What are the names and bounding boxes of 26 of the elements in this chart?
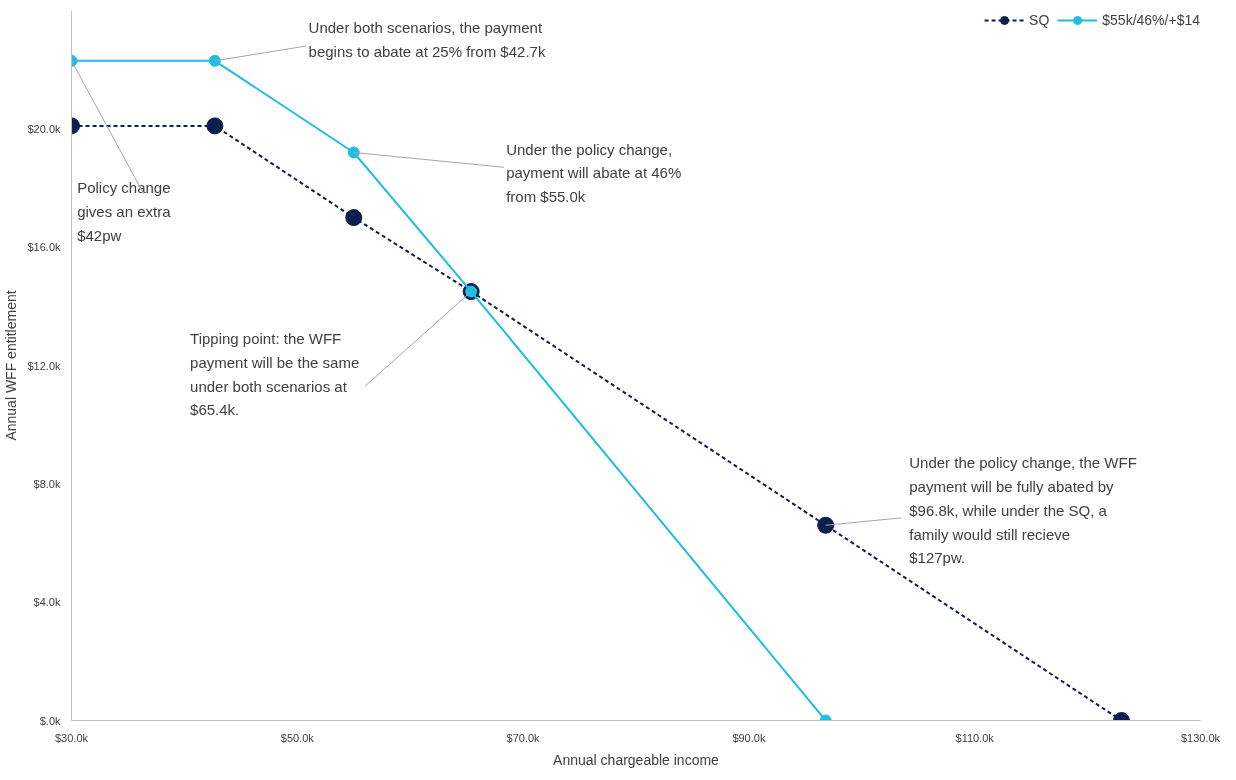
x-tick-label: $110.0k (955, 731, 995, 744)
x-tick-label: $70.0k (506, 731, 541, 744)
x-tick-label: $90.0k (732, 731, 766, 744)
point (347, 146, 360, 159)
y-tick-label: $8.0k (33, 477, 61, 490)
x-tick-label: $130.0k (1180, 731, 1221, 744)
point (206, 117, 224, 135)
annotation: Tipping point: the WFF payment will be the same under both scenarios at $65.4k. (190, 330, 360, 419)
legend-label: SQ (1029, 12, 1050, 28)
annotation: Under the policy change, the WFF payment will be fully abated by $96.8k, while under the SQ, a family would still recieve $127pw. (909, 454, 1137, 567)
y-tick-label: $20.0k (27, 122, 61, 135)
annotation: Under the policy change, payment will abate at 46% from $55.0k (506, 140, 682, 206)
y-tick-label: $.0k (39, 714, 61, 727)
x-axis-title: Annual chargeable income (553, 751, 720, 768)
y-tick-label: $12.0k (27, 359, 61, 372)
legend-label: $55k/46%/+$14 (1102, 12, 1200, 28)
y-tick-label: $4.0k (33, 596, 61, 609)
x-tick-label: $50.0k (280, 731, 315, 744)
point (345, 209, 363, 227)
y-tick-label: $16.0k (27, 241, 61, 254)
annotation: Policy change gives an extra $42pw (77, 179, 172, 244)
point (208, 54, 221, 67)
x-tick-label: $30.0k (54, 731, 89, 744)
annotation: Under both scenarios, the payment begins to abate at 25% from $42.7k (308, 19, 546, 61)
point (817, 516, 835, 534)
y-axis-title: Annual WFF entitlement (3, 290, 20, 441)
